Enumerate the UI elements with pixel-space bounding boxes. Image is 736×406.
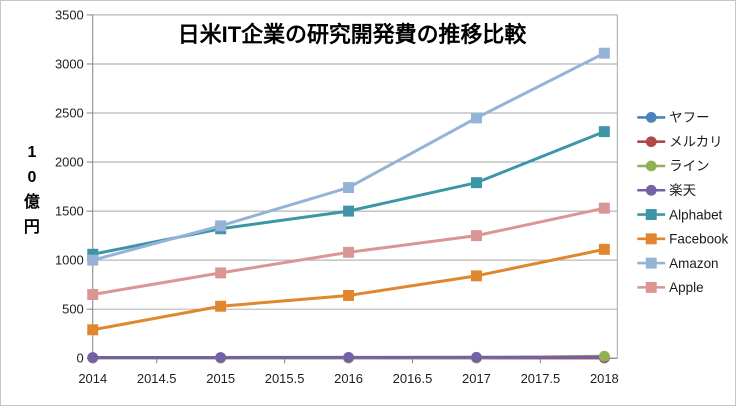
- point-Alphabet-square-marker[interactable]: [470, 177, 482, 189]
- point-Facebook-square-marker[interactable]: [598, 243, 610, 255]
- x-tick-label: 2018: [590, 371, 619, 386]
- point-Facebook-square-marker[interactable]: [87, 324, 99, 336]
- top-point-ライン-circle-marker[interactable]: [598, 350, 610, 362]
- legend-square-marker-Alphabet[interactable]: [645, 209, 657, 221]
- y-axis-title-char: 1: [27, 144, 36, 161]
- y-tick-label: 3000: [55, 56, 84, 71]
- point-楽天-circle-marker[interactable]: [215, 352, 227, 363]
- x-tick-label: 2014.5: [137, 371, 177, 386]
- y-tick-label: 1500: [55, 204, 84, 219]
- point-Apple-square-marker[interactable]: [470, 230, 482, 242]
- legend-label-ヤフー[interactable]: ヤフー: [669, 110, 709, 125]
- point-Apple-square-marker[interactable]: [598, 202, 610, 214]
- legend-circle-marker-楽天[interactable]: [645, 184, 657, 196]
- x-tick-label: 2017: [462, 371, 491, 386]
- legend-label-Facebook[interactable]: Facebook: [669, 232, 728, 247]
- y-tick-label: 2500: [55, 106, 84, 121]
- legend-circle-marker-ライン[interactable]: [645, 160, 657, 172]
- legend-label-Alphabet[interactable]: Alphabet: [669, 207, 722, 222]
- legend-label-Apple[interactable]: Apple: [669, 280, 703, 295]
- x-tick-label: 2017.5: [521, 371, 561, 386]
- legend-label-Amazon[interactable]: Amazon: [669, 256, 718, 271]
- point-楽天-circle-marker[interactable]: [471, 351, 482, 363]
- point-Amazon-square-marker[interactable]: [87, 254, 99, 266]
- y-tick-label: 3500: [55, 7, 84, 22]
- point-Facebook-square-marker[interactable]: [215, 300, 227, 312]
- legend-circle-marker-メルカリ[interactable]: [645, 136, 657, 148]
- y-axis-title-char: 円: [24, 218, 40, 236]
- legend-square-marker-Apple[interactable]: [645, 281, 657, 293]
- point-Facebook-square-marker[interactable]: [343, 289, 355, 301]
- x-tick-label: 2016.5: [393, 371, 433, 386]
- x-tick-label: 2015.5: [265, 371, 305, 386]
- chart-title: 日米IT企業の研究開発費の推移比較: [178, 22, 528, 47]
- point-Amazon-square-marker[interactable]: [343, 182, 355, 194]
- y-axis-title-char: 0: [27, 169, 36, 186]
- y-tick-label: 0: [77, 351, 84, 366]
- point-Facebook-square-marker[interactable]: [470, 270, 482, 282]
- y-tick-label: 1000: [55, 253, 84, 268]
- point-Apple-square-marker[interactable]: [87, 289, 99, 300]
- point-Alphabet-square-marker[interactable]: [343, 205, 355, 217]
- x-tick-label: 2014: [78, 371, 107, 386]
- point-Apple-square-marker[interactable]: [343, 246, 355, 258]
- legend-label-楽天[interactable]: 楽天: [669, 183, 696, 198]
- point-Apple-square-marker[interactable]: [215, 267, 227, 279]
- legend-label-ライン[interactable]: ライン: [669, 159, 709, 174]
- legend-circle-marker-ヤフー[interactable]: [645, 112, 657, 123]
- x-tick-label: 2015: [206, 371, 235, 386]
- point-楽天-circle-marker[interactable]: [343, 351, 354, 363]
- legend-square-marker-Facebook[interactable]: [645, 233, 657, 245]
- point-Alphabet-square-marker[interactable]: [87, 248, 99, 260]
- point-Amazon-square-marker[interactable]: [470, 112, 482, 124]
- point-楽天-circle-marker[interactable]: [87, 352, 99, 363]
- point-Amazon-square-marker[interactable]: [215, 220, 227, 232]
- point-Amazon-square-marker[interactable]: [598, 47, 610, 59]
- x-tick-label: 2016: [334, 371, 363, 386]
- y-axis-title-char: 億: [24, 192, 40, 211]
- y-tick-label: 500: [62, 302, 84, 317]
- y-tick-label: 2000: [55, 155, 84, 170]
- legend-label-メルカリ[interactable]: メルカリ: [669, 134, 722, 149]
- legend-square-marker-Amazon[interactable]: [645, 257, 657, 269]
- point-Alphabet-square-marker[interactable]: [598, 126, 610, 138]
